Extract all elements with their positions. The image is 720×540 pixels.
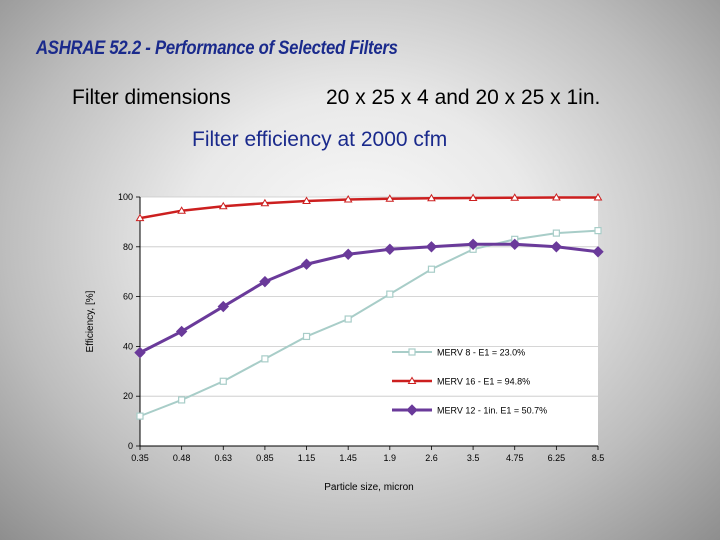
data-point-series-3 — [259, 275, 271, 288]
data-point-series-2 — [385, 194, 395, 202]
slide-title: ASHRAE 52.2 - Performance of Selected Fi… — [36, 38, 398, 59]
data-point-series-2 — [468, 193, 478, 201]
legend-label: MERV 12 - 1in. E1 = 50.7% — [437, 406, 547, 416]
data-point-series-1 — [178, 396, 186, 404]
x-tick-label: 6.25 — [548, 453, 566, 463]
legend-label: MERV 8 - E1 = 23.0% — [437, 348, 525, 358]
y-tick-label: 20 — [123, 391, 133, 401]
legend-label: MERV 16 - E1 = 94.8% — [437, 377, 530, 387]
legend-swatch-marker — [407, 376, 417, 384]
y-tick-label: 80 — [123, 242, 133, 252]
data-point-series-1 — [427, 265, 436, 273]
x-tick-label: 3.5 — [467, 453, 480, 463]
series-line-3 — [139, 242, 599, 354]
data-point-series-1 — [261, 355, 269, 363]
data-point-series-2 — [135, 213, 145, 222]
x-tick-label: 4.75 — [506, 453, 524, 463]
data-point-series-2 — [427, 193, 436, 202]
data-point-series-2 — [343, 194, 353, 203]
x-tick-label: 0.85 — [256, 453, 274, 463]
filter-dimensions-value: 20 x 25 x 4 and 20 x 25 x 1in. — [326, 86, 601, 109]
data-point-series-2 — [510, 193, 520, 201]
data-point-series-3 — [425, 241, 438, 253]
x-tick-label: 8.5 — [592, 453, 605, 463]
data-point-series-1 — [136, 412, 144, 420]
series-line-1 — [139, 229, 599, 418]
y-tick-label: 40 — [123, 341, 133, 351]
data-point-series-2 — [302, 196, 311, 204]
y-tick-label: 0 — [128, 441, 133, 451]
filter-dimensions-label: Filter dimensions — [72, 86, 231, 109]
series-line-2 — [139, 196, 598, 220]
data-point-series-2 — [177, 206, 187, 214]
x-tick-label: 0.35 — [131, 453, 149, 463]
data-point-series-1 — [386, 290, 394, 298]
legend-swatch-marker — [408, 348, 416, 356]
data-point-series-3 — [550, 241, 563, 253]
data-point-series-1 — [219, 377, 227, 385]
legend-swatch-marker — [406, 404, 418, 416]
x-tick-label: 1.9 — [384, 453, 397, 463]
data-point-series-3 — [467, 238, 479, 251]
data-point-series-2 — [260, 198, 270, 207]
y-tick-label: 60 — [123, 292, 133, 302]
data-point-series-3 — [342, 248, 354, 260]
data-point-series-1 — [552, 229, 560, 237]
data-point-series-3 — [509, 238, 521, 251]
x-axis-title: Particle size, micron — [324, 482, 413, 493]
data-point-series-3 — [300, 258, 313, 270]
data-point-series-1 — [344, 315, 352, 323]
chart-subtitle: Filter efficiency at 2000 cfm — [192, 128, 448, 151]
data-point-series-3 — [134, 346, 146, 359]
data-point-series-2 — [218, 201, 228, 210]
x-tick-label: 1.45 — [339, 453, 357, 463]
x-tick-label: 2.6 — [425, 453, 438, 463]
data-point-series-3 — [592, 246, 604, 258]
x-tick-label: 1.15 — [298, 453, 316, 463]
data-point-series-3 — [217, 300, 229, 313]
data-point-series-3 — [175, 325, 188, 338]
x-tick-label: 0.48 — [173, 453, 191, 463]
data-point-series-1 — [302, 332, 311, 341]
x-tick-label: 0.63 — [215, 453, 233, 463]
data-point-series-2 — [551, 193, 561, 201]
y-axis-title: Efficiency, [%] — [85, 290, 96, 352]
data-point-series-3 — [384, 243, 396, 255]
y-tick-label: 100 — [118, 192, 133, 202]
data-point-series-2 — [593, 193, 603, 201]
data-point-series-1 — [594, 227, 602, 235]
